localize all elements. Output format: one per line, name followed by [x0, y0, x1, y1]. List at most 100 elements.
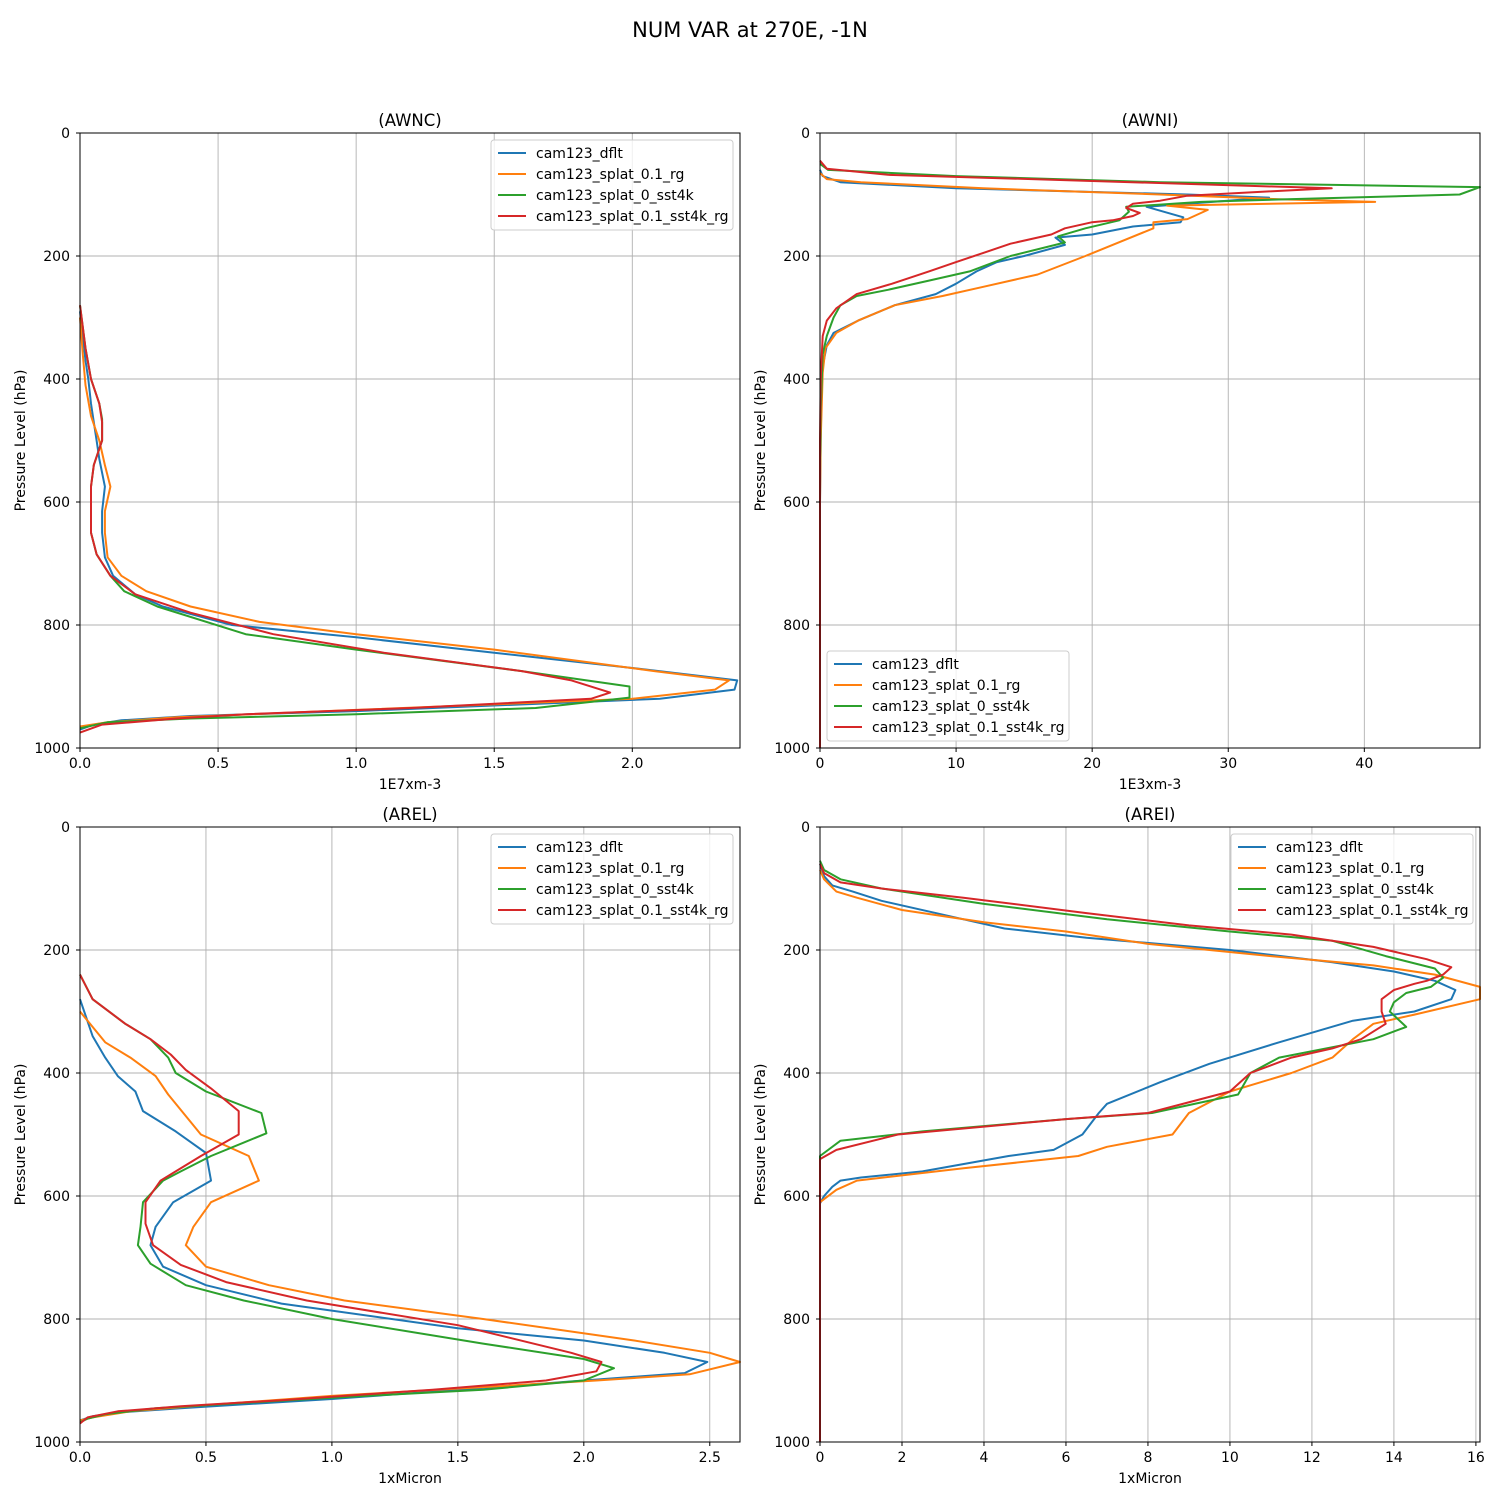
legend-entry: cam123_splat_0_sst4k: [1276, 882, 1435, 898]
x-tick-label: 0.0: [69, 756, 91, 772]
y-axis-label: Pressure Level (hPa): [753, 370, 769, 512]
x-tick-label: 20: [1083, 756, 1101, 772]
legend-entry: cam123_splat_0.1_rg: [1276, 861, 1424, 877]
y-tick-label: 600: [783, 495, 810, 511]
x-tick-label: 0.5: [207, 756, 229, 772]
x-tick-label: 2.5: [699, 1450, 721, 1466]
legend-entry: cam123_dflt: [536, 840, 623, 856]
y-tick-label: 200: [783, 249, 810, 265]
x-axis-label: 1xMicron: [378, 1471, 442, 1487]
y-tick-label: 400: [783, 1066, 810, 1082]
x-tick-label: 10: [1221, 1450, 1239, 1466]
y-tick-label: 0: [61, 820, 70, 836]
y-tick-label: 800: [783, 618, 810, 634]
legend-entry: cam123_splat_0.1_rg: [872, 678, 1020, 694]
legend-entry: cam123_splat_0_sst4k: [872, 699, 1031, 715]
y-tick-label: 1000: [774, 741, 810, 757]
x-tick-label: 1.5: [483, 756, 505, 772]
series-line-cam123-splat-0-1-rg: [819, 869, 1481, 1442]
series-line-cam123-splat-0-1-sst4k-rg: [79, 974, 603, 1425]
legend-box: [490, 139, 734, 231]
y-axis-label: Pressure Level (hPa): [13, 370, 29, 512]
y-tick-label: 800: [783, 1312, 810, 1328]
legend-entry: cam123_splat_0.1_sst4k_rg: [536, 903, 729, 919]
y-tick-label: 600: [783, 1189, 810, 1205]
y-tick-label: 800: [43, 1312, 70, 1328]
x-tick-label: 4: [980, 1450, 989, 1466]
y-tick-label: 200: [43, 249, 70, 265]
x-tick-label: 2: [898, 1450, 907, 1466]
legend-entry: cam123_splat_0_sst4k: [536, 882, 695, 898]
y-axis-label: Pressure Level (hPa): [13, 1064, 29, 1206]
x-tick-label: 6: [1062, 1450, 1071, 1466]
axes-frame: [819, 132, 1481, 749]
x-tick-label: 1.0: [345, 756, 367, 772]
legend-box: [1230, 833, 1474, 925]
series-line-cam123-splat-0-sst4k: [79, 305, 631, 730]
legend-entry: cam123_dflt: [536, 146, 623, 162]
legend: cam123_dflt cam123_splat_0.1_rg cam123_spl…: [490, 139, 734, 231]
x-tick-label: 8: [1143, 1450, 1152, 1466]
y-tick-label: 1000: [34, 1435, 70, 1451]
y-axis-label: Pressure Level (hPa): [753, 1064, 769, 1206]
series-line-cam123-splat-0-1-rg: [79, 317, 730, 728]
x-tick-label: 0: [816, 1450, 825, 1466]
panel-title: (AWNI): [1122, 111, 1179, 130]
x-tick-label: 40: [1355, 756, 1373, 772]
legend-box: [826, 650, 1070, 742]
legend-entry: cam123_splat_0.1_rg: [536, 167, 684, 183]
series-line-cam123-splat-0-sst4k: [79, 974, 615, 1424]
y-tick-label: 400: [43, 1066, 70, 1082]
y-tick-label: 400: [43, 372, 70, 388]
legend-entry: cam123_dflt: [1276, 840, 1363, 856]
x-tick-label: 0: [816, 756, 825, 772]
x-tick-label: 14: [1385, 1450, 1403, 1466]
x-tick-label: 2.0: [621, 756, 643, 772]
y-tick-label: 1000: [774, 1435, 810, 1451]
panel-4: 0 2 4 6 8 10 12 14 16 0 200 400 600 800 1000 (AREI) 1xMi…: [753, 805, 1485, 1487]
x-axis-label: 1E7xm-3: [379, 777, 442, 793]
axes-frame: [79, 826, 741, 1443]
y-tick-label: 200: [783, 943, 810, 959]
series-line-cam123-splat-0-1-sst4k-rg: [819, 863, 1453, 1442]
series-line-cam123-dflt: [79, 311, 739, 731]
panels: 0.0 0.5 1.0 1.5 2.002004006008001000(AWNC)1E…: [13, 111, 1485, 1487]
x-tick-label: 0.5: [195, 1450, 217, 1466]
series-line-cam123-splat-0-sst4k: [819, 162, 1481, 748]
panel-1: 0.0 0.5 1.0 1.5 2.0 0 200 400 600 800 1000 (AWNC) 1E…: [13, 111, 741, 793]
series-line-cam123-dflt: [819, 863, 1457, 1442]
legend-entry: cam123_dflt: [872, 657, 959, 673]
y-tick-label: 1000: [34, 741, 70, 757]
y-tick-label: 0: [801, 820, 810, 836]
figure-title: NUM VAR at 270E, -1N: [632, 18, 868, 42]
x-tick-label: 1.0: [321, 1450, 343, 1466]
y-tick-label: 800: [43, 618, 70, 634]
y-tick-label: 600: [43, 1189, 70, 1205]
series-line-cam123-splat-0-1-sst4k-rg: [79, 305, 612, 734]
legend-entry: cam123_splat_0.1_rg: [536, 861, 684, 877]
legend: cam123_dflt cam123_splat_0.1_rg cam123_spl…: [826, 650, 1070, 742]
x-axis-label: 1E3xm-3: [1119, 777, 1182, 793]
axes-frame: [819, 826, 1481, 1443]
legend-entry: cam123_splat_0.1_sst4k_rg: [536, 209, 729, 225]
panel-title: (AWNC): [378, 111, 441, 130]
x-tick-label: 12: [1303, 1450, 1321, 1466]
y-tick-label: 400: [783, 372, 810, 388]
y-tick-label: 0: [801, 126, 810, 142]
series-line-cam123-splat-0-1-rg: [819, 172, 1377, 748]
x-tick-label: 16: [1467, 1450, 1485, 1466]
y-tick-label: 200: [43, 943, 70, 959]
y-tick-label: 600: [43, 495, 70, 511]
x-tick-label: 30: [1219, 756, 1237, 772]
legend: cam123_dflt cam123_splat_0.1_rg cam123_spl…: [1230, 833, 1474, 925]
axes-frame: [79, 132, 741, 749]
panel-title: (AREI): [1125, 805, 1176, 824]
legend-box: [490, 833, 734, 925]
legend-entry: cam123_splat_0_sst4k: [536, 188, 695, 204]
series-line-cam123-splat-0-1-sst4k-rg: [819, 160, 1333, 748]
x-axis-label: 1xMicron: [1118, 1471, 1182, 1487]
panel-3: 0.0 0.5 1.0 1.5 2.0 2.5 0 200 400 600 800 1000 (AREL…: [13, 805, 741, 1487]
x-tick-label: 10: [947, 756, 965, 772]
series-line-cam123-splat-0-sst4k: [819, 860, 1445, 1442]
